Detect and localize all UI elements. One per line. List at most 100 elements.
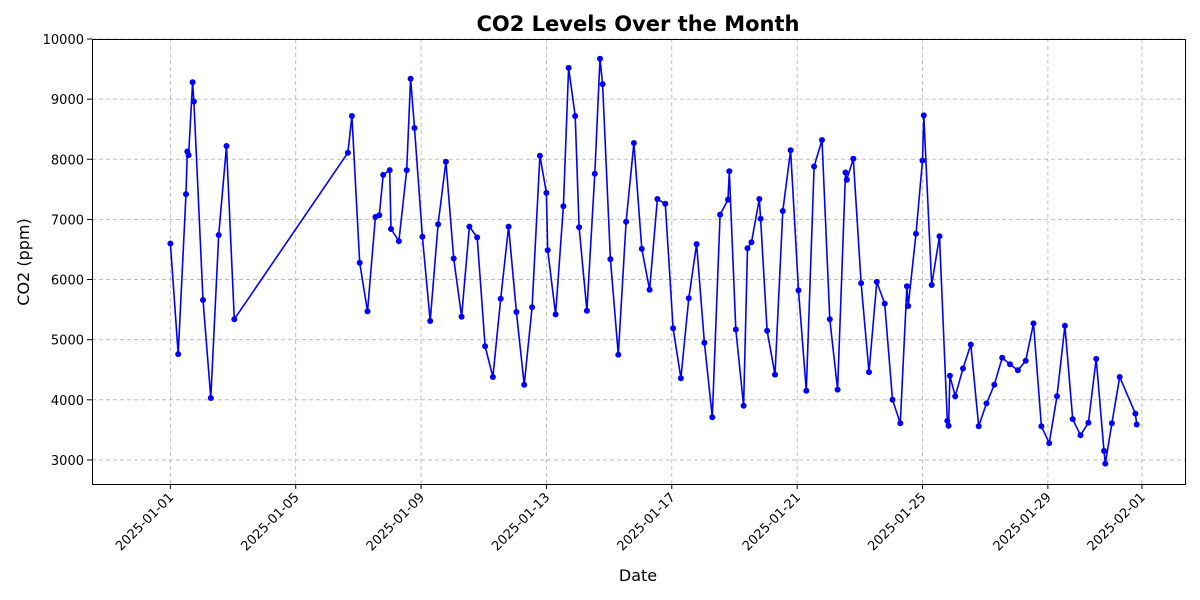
data-point xyxy=(223,143,230,149)
data-point xyxy=(843,176,850,183)
data-point xyxy=(1108,420,1115,427)
data-point xyxy=(427,318,434,324)
data-point xyxy=(623,218,630,225)
data-point xyxy=(1014,367,1021,374)
data-point xyxy=(1046,440,1053,447)
data-point xyxy=(607,256,614,263)
co2-series-line xyxy=(169,57,1138,465)
data-point xyxy=(787,147,794,154)
data-point xyxy=(928,282,935,288)
data-point xyxy=(386,167,393,174)
y-tick-label: 4000 xyxy=(51,394,84,409)
data-point xyxy=(599,81,606,88)
data-point xyxy=(630,140,637,146)
data-point xyxy=(732,326,739,333)
data-point xyxy=(1069,416,1076,423)
data-point xyxy=(1077,432,1084,439)
data-point xyxy=(380,171,387,178)
x-axis-label: Date xyxy=(619,566,657,585)
data-point xyxy=(1132,410,1139,417)
data-point xyxy=(866,369,872,376)
data-point xyxy=(772,371,778,378)
data-point xyxy=(1133,421,1140,428)
data-point xyxy=(207,395,214,401)
data-point xyxy=(576,224,583,231)
data-point xyxy=(858,280,865,287)
data-point xyxy=(945,422,952,429)
data-point xyxy=(376,212,383,219)
data-point xyxy=(189,79,196,86)
data-point xyxy=(364,308,371,315)
data-point xyxy=(991,381,998,388)
y-tick-label: 3000 xyxy=(51,454,84,469)
data-point xyxy=(685,295,692,302)
data-point xyxy=(967,341,974,348)
data-point xyxy=(842,169,849,176)
data-point xyxy=(565,64,572,71)
data-point xyxy=(920,112,927,119)
data-point xyxy=(983,400,990,407)
data-point xyxy=(1007,361,1013,368)
y-tick-label: 7000 xyxy=(51,213,84,228)
data-point xyxy=(435,221,442,228)
data-point xyxy=(200,297,206,303)
data-point xyxy=(450,255,457,262)
series-layer xyxy=(167,55,1140,467)
data-point xyxy=(167,240,174,247)
data-point xyxy=(725,196,731,203)
x-tick-label: 2025-02-01 xyxy=(1085,490,1149,554)
data-point xyxy=(726,168,733,175)
data-point xyxy=(662,200,669,207)
data-point xyxy=(572,113,579,119)
data-point xyxy=(348,113,355,119)
data-point xyxy=(748,239,755,246)
x-tick-label: 2025-01-01 xyxy=(113,490,177,554)
data-point xyxy=(1022,357,1029,364)
data-point xyxy=(803,387,810,394)
data-point xyxy=(670,325,677,332)
data-point xyxy=(583,307,590,314)
data-point xyxy=(1093,355,1100,362)
y-axis-label: CO2 (ppm) xyxy=(14,218,33,305)
data-point xyxy=(913,230,919,237)
x-tick-label: 2025-01-29 xyxy=(991,490,1055,554)
data-point xyxy=(552,311,559,318)
data-point xyxy=(757,215,764,222)
data-point xyxy=(544,247,551,254)
data-point xyxy=(1061,322,1068,329)
data-point xyxy=(1116,374,1123,380)
data-point xyxy=(999,354,1006,361)
data-point xyxy=(881,300,888,307)
data-point xyxy=(709,414,716,421)
data-point xyxy=(403,167,410,174)
data-point xyxy=(897,420,904,427)
x-tick-label: 2025-01-17 xyxy=(615,490,679,554)
data-point xyxy=(1038,423,1045,430)
data-point xyxy=(952,393,959,400)
x-axis-ticks: 2025-01-01 2025-01-05 2025-01-09 2025-01-13… xyxy=(113,484,1149,554)
data-point xyxy=(407,75,414,82)
data-point xyxy=(693,241,700,248)
grid-lines xyxy=(92,38,1185,484)
data-point xyxy=(756,196,763,202)
data-point xyxy=(356,259,363,266)
data-point xyxy=(903,283,910,290)
y-tick-label: 9000 xyxy=(51,93,84,108)
data-point xyxy=(536,152,543,159)
x-tick-label: 2025-01-21 xyxy=(740,490,804,554)
data-point xyxy=(529,304,536,311)
data-point xyxy=(850,155,857,162)
plot-frame xyxy=(92,39,1186,485)
x-tick-label: 2025-01-13 xyxy=(489,490,553,554)
data-point xyxy=(1085,419,1092,426)
data-point xyxy=(442,158,449,165)
chart-title: CO2 Levels Over the Month xyxy=(476,12,799,36)
y-tick-label: 6000 xyxy=(51,274,84,289)
data-point xyxy=(411,125,418,131)
data-point xyxy=(740,402,747,409)
data-point xyxy=(936,233,943,240)
data-point xyxy=(946,372,953,379)
data-point xyxy=(513,309,520,315)
data-point xyxy=(505,223,512,230)
data-point xyxy=(811,163,818,170)
